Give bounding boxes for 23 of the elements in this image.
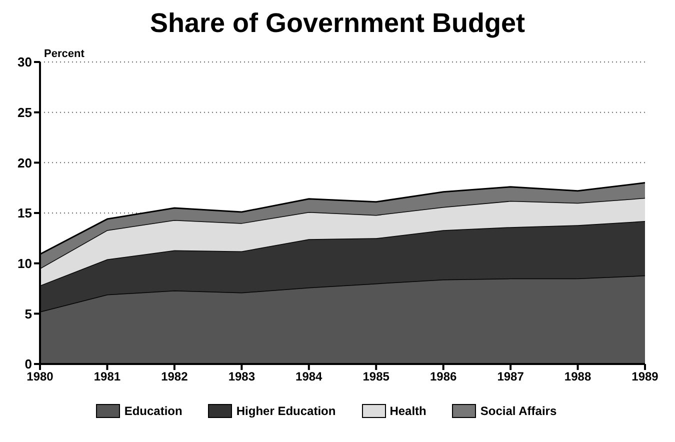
legend-label: Education xyxy=(124,404,182,418)
y-tick-label: 25 xyxy=(18,104,32,120)
y-tick-label: 30 xyxy=(18,54,32,70)
x-tick-label: 1988 xyxy=(564,370,592,384)
y-tick-label: 15 xyxy=(18,206,32,221)
legend-label: Social Affairs xyxy=(480,404,557,418)
x-tick-label: 1987 xyxy=(497,370,524,384)
y-tick-label: 20 xyxy=(18,155,32,170)
y-tick-label: 10 xyxy=(18,256,32,271)
x-tick-label: 1986 xyxy=(430,370,458,384)
x-tick-label: 1984 xyxy=(296,370,323,384)
x-tick-label: 1981 xyxy=(94,370,121,384)
x-tick-label: 1985 xyxy=(362,370,390,384)
legend-label: Health xyxy=(390,404,426,418)
legend-label: Higher Education xyxy=(236,404,336,418)
y-tick-label: 5 xyxy=(24,306,32,322)
x-tick-label: 1983 xyxy=(228,370,256,384)
y-axis-title: Percent xyxy=(44,48,84,60)
x-tick-label: 1980 xyxy=(26,370,54,384)
y-tick-label: 0 xyxy=(24,356,32,372)
chart-title: Share of Government Budget xyxy=(148,8,526,40)
x-tick-label: 1982 xyxy=(161,370,188,384)
x-tick-label: 1989 xyxy=(632,370,659,384)
